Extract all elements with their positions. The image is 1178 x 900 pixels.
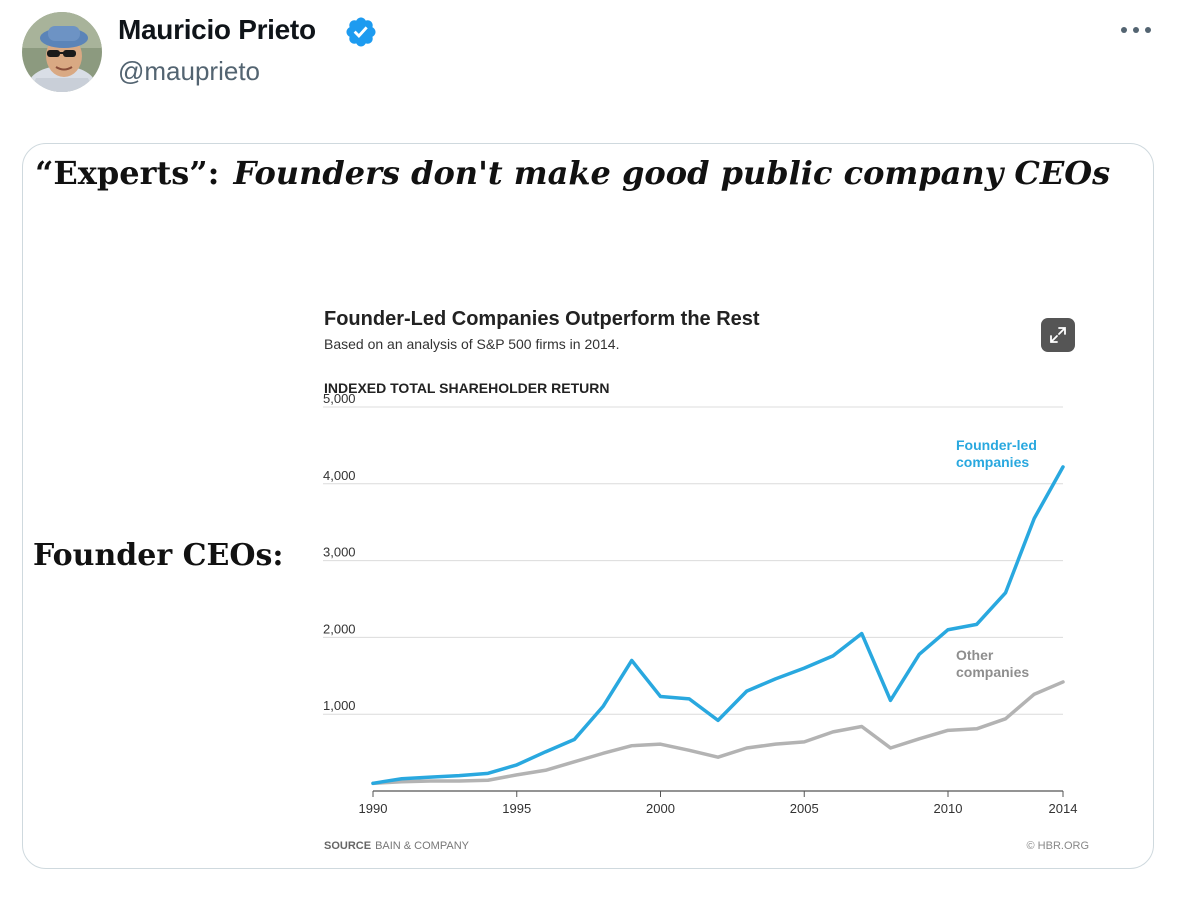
- source-label: SOURCE: [324, 840, 372, 852]
- x-tick-label: 2000: [646, 801, 675, 816]
- expand-icon: [1050, 327, 1066, 343]
- verified-badge-icon: [346, 17, 376, 47]
- founder-ceos-label: Founder CEOs:: [33, 538, 284, 573]
- source-value: BAIN & COMPANY: [375, 840, 469, 852]
- headline-quote: Founders don't make good public company …: [233, 154, 1111, 192]
- headline-lead: “Experts”:: [35, 154, 220, 192]
- y-tick-label: 4,000: [323, 468, 356, 483]
- author-name[interactable]: Mauricio Prieto: [118, 14, 316, 45]
- y-axis-label: INDEXED TOTAL SHAREHOLDER RETURN: [324, 380, 610, 396]
- author-handle[interactable]: @mauprieto: [118, 56, 261, 86]
- x-tick-label: 1990: [359, 801, 388, 816]
- x-tick-label: 2010: [934, 801, 963, 816]
- other-companies-label: companies: [956, 664, 1029, 680]
- chart-title: Founder-Led Companies Outperform the Res…: [324, 308, 760, 330]
- founder-led-series-line: [371, 465, 1065, 786]
- credit-note: © HBR.ORG: [1026, 840, 1090, 852]
- y-tick-label: 2,000: [323, 621, 356, 636]
- more-options-button[interactable]: [1114, 8, 1158, 52]
- founder-led-label: companies: [956, 454, 1029, 470]
- tweet-image[interactable]: “Experts”: Founders don't make good publi…: [22, 143, 1154, 869]
- avatar-photo: [22, 12, 102, 92]
- y-tick-label: 3,000: [323, 545, 356, 560]
- chart-subtitle: Based on an analysis of S&P 500 firms in…: [324, 336, 620, 352]
- x-tick-label: 1995: [502, 801, 531, 816]
- founder-led-label: Founder-led: [956, 437, 1037, 453]
- y-tick-label: 5,000: [323, 391, 356, 406]
- source-note: SOURCE BAIN & COMPANY: [324, 840, 469, 852]
- expand-button[interactable]: [1041, 318, 1075, 352]
- y-tick-label: 1,000: [323, 698, 356, 713]
- avatar[interactable]: [22, 12, 102, 92]
- x-tick-label: 2005: [790, 801, 819, 816]
- other-companies-label: Other: [956, 647, 994, 663]
- other-companies-series-line: [371, 680, 1065, 786]
- more-options-icon: [1121, 27, 1151, 33]
- line-chart: 1,000 2,000 3,000 4,000 5,000 1990 1995 2000 200…: [323, 391, 1078, 816]
- x-tick-label: 2014: [1049, 801, 1078, 816]
- image-headline: “Experts”: Founders don't make good publi…: [35, 154, 1110, 192]
